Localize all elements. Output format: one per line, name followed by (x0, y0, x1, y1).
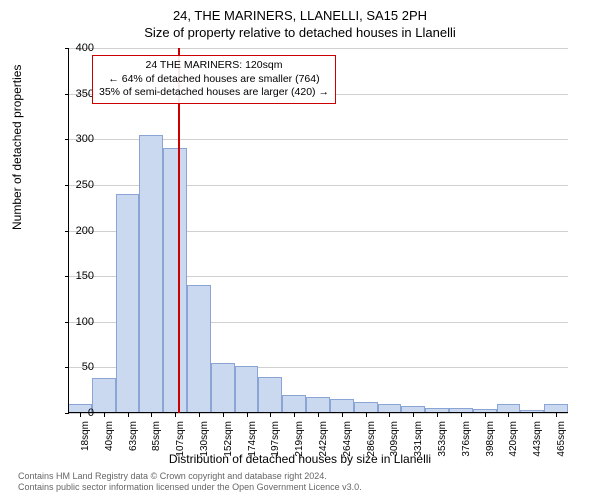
x-tick (508, 413, 509, 417)
histogram-bar (211, 363, 235, 413)
histogram-bar (116, 194, 140, 413)
x-tick (556, 413, 557, 417)
x-tick (104, 413, 105, 417)
histogram-bar (330, 399, 354, 413)
y-axis-label: Number of detached properties (10, 65, 24, 230)
x-tick (128, 413, 129, 417)
x-tick (437, 413, 438, 417)
y-tick (65, 231, 69, 232)
footer-line2: Contains public sector information licen… (18, 482, 362, 494)
histogram-bar (282, 395, 306, 413)
histogram-bar (187, 285, 211, 413)
x-tick (461, 413, 462, 417)
y-tick (65, 276, 69, 277)
x-tick (389, 413, 390, 417)
annotation-line: ← 64% of detached houses are smaller (76… (99, 73, 329, 87)
y-tick (65, 48, 69, 49)
x-tick (485, 413, 486, 417)
grid-line (68, 48, 568, 49)
x-tick (413, 413, 414, 417)
x-tick (80, 413, 81, 417)
y-tick (65, 94, 69, 95)
chart-container: 24, THE MARINERS, LLANELLI, SA15 2PH Siz… (0, 0, 600, 500)
x-tick (270, 413, 271, 417)
x-tick (294, 413, 295, 417)
footer-line1: Contains HM Land Registry data © Crown c… (18, 471, 362, 483)
histogram-bar (92, 378, 116, 413)
annotation-line: 24 THE MARINERS: 120sqm (99, 59, 329, 73)
x-tick (318, 413, 319, 417)
y-tick (65, 139, 69, 140)
histogram-bar (139, 135, 163, 413)
histogram-bar (306, 397, 330, 413)
chart-title-sub: Size of property relative to detached ho… (0, 23, 600, 40)
x-tick (342, 413, 343, 417)
chart-title-main: 24, THE MARINERS, LLANELLI, SA15 2PH (0, 0, 600, 23)
x-tick (366, 413, 367, 417)
histogram-bar (258, 377, 282, 414)
annotation-line: 35% of semi-detached houses are larger (… (99, 86, 329, 100)
y-tick (65, 413, 69, 414)
y-tick (65, 322, 69, 323)
x-tick (247, 413, 248, 417)
footer-attribution: Contains HM Land Registry data © Crown c… (18, 471, 362, 494)
x-tick (532, 413, 533, 417)
annotation-callout: 24 THE MARINERS: 120sqm← 64% of detached… (92, 55, 336, 104)
histogram-bar (163, 148, 187, 413)
x-axis-label: Distribution of detached houses by size … (0, 452, 600, 466)
x-tick (199, 413, 200, 417)
x-tick (175, 413, 176, 417)
x-tick (223, 413, 224, 417)
y-tick (65, 367, 69, 368)
histogram-bar (235, 366, 259, 413)
x-tick (151, 413, 152, 417)
y-tick (65, 185, 69, 186)
